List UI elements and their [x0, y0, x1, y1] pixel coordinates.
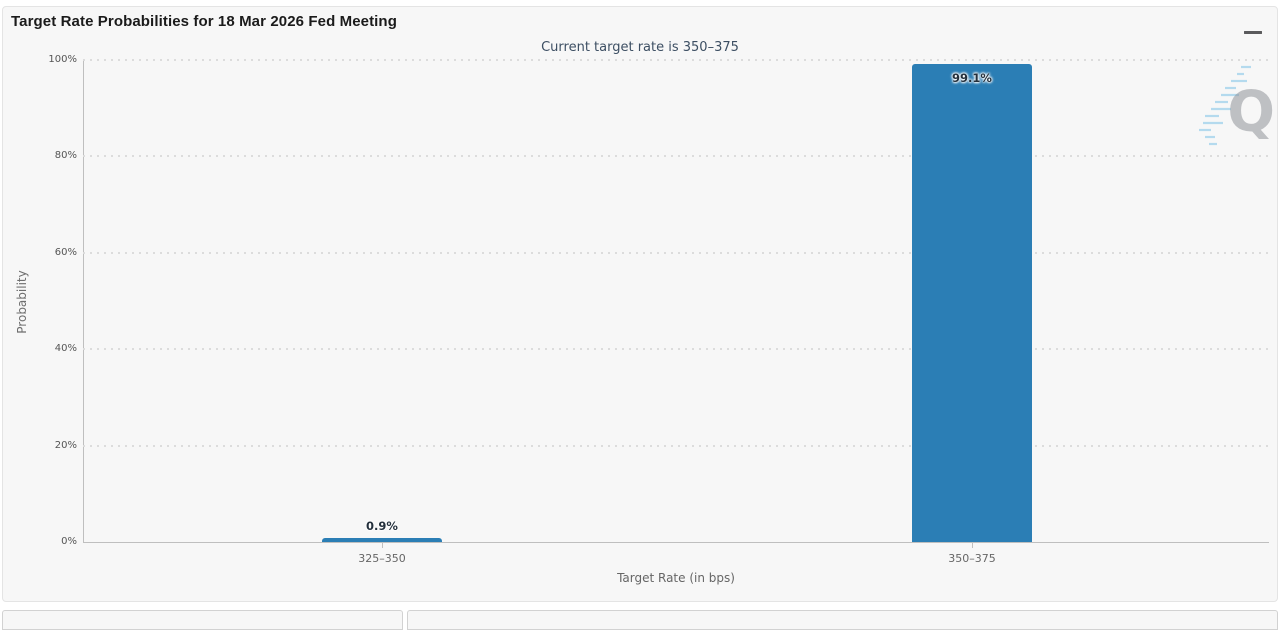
x-tick-label: 350–375 — [948, 552, 996, 565]
y-axis-title: Probability — [15, 270, 29, 334]
hamburger-menu-icon[interactable] — [1242, 17, 1266, 39]
bar-325–350[interactable] — [322, 537, 442, 542]
y-tick-label: 40% — [54, 343, 77, 355]
chart-subtitle: Current target rate is 350–375 — [541, 40, 739, 55]
bottom-panel-left — [2, 610, 403, 630]
bar-value-label: 0.9% — [366, 518, 398, 533]
plot-area: Probability Target Rate (in bps) 0% 20% 40… — [3, 7, 1277, 601]
x-axis-line — [83, 542, 1269, 543]
gridline-40 — [83, 348, 1269, 351]
bar-value-label: 99.1% — [952, 71, 992, 86]
gridline-20 — [83, 444, 1269, 447]
gridline-80 — [83, 155, 1269, 158]
chart-title: Target Rate Probabilities for 18 Mar 202… — [11, 13, 397, 30]
bar-350–375[interactable] — [912, 64, 1032, 542]
x-axis-title: Target Rate (in bps) — [617, 571, 735, 585]
hamburger-bar — [1244, 30, 1262, 35]
gridline-100 — [83, 59, 1269, 61]
y-tick-label: 20% — [54, 439, 77, 451]
bottom-panel-right — [407, 610, 1278, 630]
y-axis-line — [83, 60, 84, 542]
x-tick-label: 325–350 — [358, 552, 406, 565]
y-tick-label: 60% — [54, 246, 77, 258]
y-tick-label: 0% — [61, 536, 77, 547]
fedwatch-chart-panel: Target Rate Probabilities for 18 Mar 202… — [2, 6, 1278, 602]
x-tick-mark — [382, 542, 383, 548]
y-tick-label: 80% — [54, 150, 77, 162]
y-tick-label: 100% — [48, 54, 77, 65]
x-tick-mark — [972, 542, 973, 548]
gridline-60 — [83, 251, 1269, 254]
